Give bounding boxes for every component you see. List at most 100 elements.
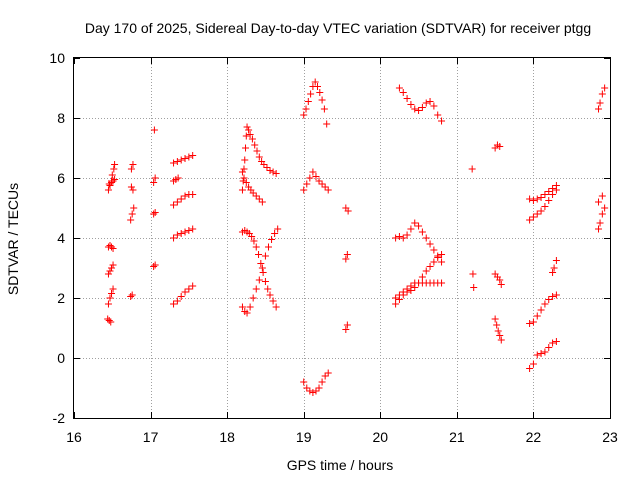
data-point	[249, 189, 257, 197]
data-point	[177, 293, 185, 300]
data-point	[541, 203, 549, 210]
data-point	[395, 296, 403, 303]
data-point	[598, 90, 606, 98]
data-point	[185, 285, 193, 293]
y-tick-label: -2	[53, 410, 66, 426]
data-point	[426, 263, 434, 270]
data-point	[181, 192, 189, 200]
data-point	[177, 156, 185, 164]
data-point	[324, 186, 332, 194]
data-point	[266, 167, 274, 174]
data-point	[407, 101, 415, 108]
data-point	[320, 105, 328, 113]
data-point	[496, 143, 504, 150]
data-point	[529, 360, 537, 368]
data-point	[129, 186, 137, 194]
data-point	[545, 344, 553, 351]
data-point	[111, 161, 119, 168]
data-points	[104, 78, 609, 396]
x-tick-label: 20	[372, 429, 388, 445]
x-tick-label: 16	[66, 429, 82, 445]
data-point	[303, 384, 311, 392]
data-point	[181, 228, 189, 236]
data-point	[541, 191, 549, 198]
data-point	[252, 192, 260, 200]
data-point	[269, 297, 277, 305]
data-point	[407, 287, 415, 294]
data-point	[552, 257, 560, 264]
data-point	[150, 126, 158, 134]
data-point	[240, 174, 248, 182]
data-point	[529, 318, 537, 326]
data-point	[549, 293, 557, 300]
data-point	[271, 230, 279, 237]
data-point	[109, 285, 117, 293]
data-point	[258, 264, 266, 272]
data-point	[173, 231, 181, 239]
x-tick-label: 22	[526, 429, 542, 445]
data-point	[438, 258, 446, 266]
data-point	[170, 201, 178, 209]
data-point	[300, 378, 308, 386]
data-point	[106, 267, 114, 275]
data-point	[189, 225, 197, 233]
data-point	[177, 195, 185, 203]
data-point	[411, 219, 419, 227]
data-point	[268, 236, 276, 243]
data-point	[470, 284, 478, 291]
data-point	[106, 242, 114, 249]
data-point	[309, 389, 317, 396]
data-point	[541, 348, 549, 356]
data-point	[243, 123, 251, 131]
data-point	[343, 251, 351, 258]
data-point	[264, 285, 272, 293]
data-point	[549, 339, 557, 347]
data-point	[127, 165, 135, 173]
data-point	[497, 336, 505, 344]
data-point	[541, 300, 549, 308]
data-point	[526, 320, 534, 327]
data-point	[596, 219, 604, 227]
data-point	[533, 210, 541, 218]
data-point	[108, 290, 116, 297]
data-point	[323, 120, 331, 128]
x-tick-label: 19	[296, 429, 312, 445]
y-tick-label: 6	[57, 170, 65, 186]
data-point	[259, 269, 267, 276]
data-point	[438, 251, 446, 258]
data-point	[239, 177, 247, 185]
data-point	[242, 179, 250, 186]
data-point	[300, 186, 308, 194]
data-point	[312, 387, 320, 395]
data-point	[104, 315, 112, 323]
data-point	[170, 159, 178, 167]
data-point	[251, 141, 259, 149]
data-point	[533, 351, 541, 359]
data-point	[411, 105, 419, 113]
data-point	[127, 293, 135, 300]
data-point	[392, 300, 400, 308]
data-point	[469, 270, 477, 278]
data-point	[108, 179, 116, 186]
chart-title: Day 170 of 2025, Sidereal Day-to-day VTE…	[85, 20, 591, 36]
data-point	[595, 198, 603, 206]
data-point	[601, 84, 609, 92]
data-point	[533, 195, 541, 203]
data-point	[249, 294, 257, 302]
data-point	[173, 158, 181, 165]
data-point	[422, 234, 430, 242]
data-point	[243, 309, 251, 317]
data-point	[105, 317, 113, 324]
data-point	[529, 197, 537, 204]
x-tick-label: 23	[602, 429, 618, 445]
data-point	[411, 284, 419, 291]
data-point	[181, 288, 189, 296]
data-point	[150, 179, 158, 186]
data-point	[313, 83, 321, 90]
data-point	[185, 227, 193, 234]
data-point	[494, 327, 502, 335]
data-point	[241, 156, 249, 164]
data-point	[130, 204, 138, 212]
data-point	[106, 294, 114, 302]
